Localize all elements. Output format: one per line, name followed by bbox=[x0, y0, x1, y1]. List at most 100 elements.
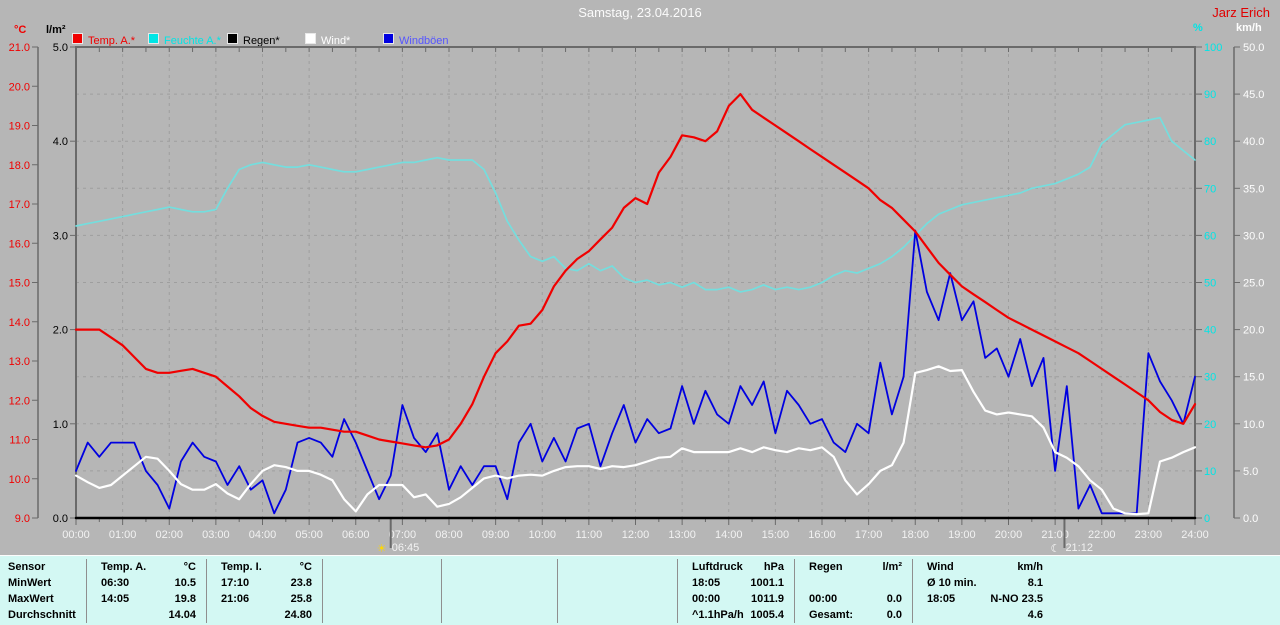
cell-time: 06:30 bbox=[101, 577, 130, 589]
column-name: Luftdruck bbox=[692, 561, 743, 573]
table-column-header: Luftdruck hPa bbox=[678, 559, 794, 575]
svg-text:20.0: 20.0 bbox=[9, 81, 30, 93]
table-column-header bbox=[558, 559, 677, 575]
series-line-temp--a- bbox=[74, 92, 1197, 449]
svg-text:10:00: 10:00 bbox=[528, 529, 556, 541]
cell-value: 10.5 bbox=[174, 577, 196, 589]
table-column-header: Temp. A. °C bbox=[87, 559, 206, 575]
cell-time: 00:00 bbox=[692, 593, 721, 605]
weather-chart-svg: 9.0 10.0 11.0 12.0 13.0 14.0 15.0 16.0 17.0 18.0 1… bbox=[9, 42, 1265, 555]
humidity-axis-tick-labels: 0 10 20 30 40 50 60 70 80 90 100 bbox=[1196, 42, 1222, 525]
rain-axis-tick-labels: 0.0 1.0 2.0 3.0 4.0 5.0 bbox=[53, 42, 76, 525]
gusts-swatch-icon bbox=[383, 33, 394, 45]
svg-text:17:00: 17:00 bbox=[855, 529, 883, 541]
legend-item-humidity: Feuchte A.* bbox=[148, 31, 221, 47]
svg-text:07:00: 07:00 bbox=[389, 529, 417, 541]
svg-text:60: 60 bbox=[1204, 230, 1216, 242]
svg-text:0: 0 bbox=[1204, 513, 1210, 525]
table-row: 4.6 bbox=[913, 607, 1053, 623]
event-marker-06-45: ☀ 06:45 bbox=[377, 518, 420, 555]
series-line-windböen bbox=[75, 229, 1196, 515]
table-column-header: Temp. I. °C bbox=[207, 559, 322, 575]
svg-text:45.0: 45.0 bbox=[1243, 89, 1264, 101]
temp-swatch-icon bbox=[72, 33, 83, 45]
table-row bbox=[558, 591, 677, 607]
table-column-header bbox=[323, 559, 441, 575]
svg-text:20.0: 20.0 bbox=[1243, 325, 1264, 337]
svg-text:4.0: 4.0 bbox=[53, 136, 68, 148]
table-column-temp--a-: Temp. A. °C 06:30 10.5 14:05 19.8 14.04 bbox=[87, 559, 207, 623]
svg-text:14.0: 14.0 bbox=[9, 317, 30, 329]
table-row bbox=[1053, 607, 1280, 623]
svg-text:0.0: 0.0 bbox=[53, 513, 68, 525]
station-name: Jarz Erich bbox=[1212, 5, 1270, 20]
svg-text:16.0: 16.0 bbox=[9, 238, 30, 250]
svg-text:00:00: 00:00 bbox=[62, 529, 90, 541]
cell-value: 0.0 bbox=[886, 609, 902, 621]
column-unit: hPa bbox=[763, 561, 784, 573]
cell-value: 23.8 bbox=[290, 577, 312, 589]
series-line-feuchte-a- bbox=[75, 116, 1196, 293]
table-row: 21:06 25.8 bbox=[207, 591, 322, 607]
svg-text:50: 50 bbox=[1204, 278, 1216, 290]
humidity-axis-unit: % bbox=[1193, 22, 1203, 34]
cell-time: 00:00 bbox=[809, 593, 838, 605]
marker-time-label: 21:12 bbox=[1065, 542, 1093, 554]
table-row bbox=[442, 607, 557, 623]
svg-text:5.0: 5.0 bbox=[53, 42, 68, 54]
table-row bbox=[442, 575, 557, 591]
svg-text:30: 30 bbox=[1204, 372, 1216, 384]
table-row-label: Sensor bbox=[8, 561, 46, 573]
svg-text:17.0: 17.0 bbox=[9, 199, 30, 211]
table-row bbox=[442, 591, 557, 607]
svg-text:2.0: 2.0 bbox=[53, 325, 68, 337]
table-column-header bbox=[442, 559, 557, 575]
svg-text:19:00: 19:00 bbox=[948, 529, 976, 541]
table-row-label-column: Sensor MinWert MaxWert Durchschnitt bbox=[0, 559, 87, 623]
table-column-header bbox=[1053, 559, 1280, 575]
table-column-luftdruck: Luftdruck hPa 18:05 1001.1 00:00 1011.9 ^1.1hP… bbox=[678, 559, 795, 623]
table-row-label: MaxWert bbox=[8, 593, 54, 605]
table-column-empty bbox=[1053, 559, 1280, 623]
table-column-empty bbox=[442, 559, 558, 623]
svg-text:19.0: 19.0 bbox=[9, 121, 30, 133]
svg-text:40.0: 40.0 bbox=[1243, 136, 1264, 148]
table-row: 24.80 bbox=[207, 607, 322, 623]
x-axis-labels: 00:00 01:00 02:00 03:00 04:00 05:00 06:00 07:00… bbox=[62, 529, 1209, 541]
legend: Temp. A.* Feuchte A.* Regen* Wind* Windböen bbox=[0, 31, 1280, 47]
wind-axis-unit: km/h bbox=[1236, 22, 1262, 34]
table-row: 00:00 0.0 bbox=[795, 591, 912, 607]
svg-text:13.0: 13.0 bbox=[9, 356, 30, 368]
cell-value: 1001.1 bbox=[750, 577, 784, 589]
legend-label: Windböen bbox=[399, 35, 449, 47]
svg-text:14:00: 14:00 bbox=[715, 529, 743, 541]
svg-text:3.0: 3.0 bbox=[53, 230, 68, 242]
svg-text:15:00: 15:00 bbox=[762, 529, 790, 541]
cell-time: Ø 10 min. bbox=[927, 577, 977, 589]
svg-text:03:00: 03:00 bbox=[202, 529, 230, 541]
cell-value: 14.04 bbox=[168, 609, 196, 621]
table-column-header: Regen l/m² bbox=[795, 559, 912, 575]
column-unit: km/h bbox=[1017, 561, 1043, 573]
svg-text:12.0: 12.0 bbox=[9, 395, 30, 407]
legend-item-gusts: Windböen bbox=[383, 31, 449, 47]
legend-label: Feuchte A.* bbox=[164, 35, 221, 47]
wind-axis-tick-labels: 0.0 5.0 10.0 15.0 20.0 25.0 30.0 35.0 40.0 45.0 50… bbox=[1234, 42, 1264, 525]
marker-time-label: 06:45 bbox=[392, 542, 420, 554]
cell-time: 17:10 bbox=[221, 577, 250, 589]
rain-swatch-icon bbox=[227, 33, 238, 45]
cell-value: 4.6 bbox=[1027, 609, 1043, 621]
cell-time: Gesamt: bbox=[809, 609, 854, 621]
table-row: Gesamt: 0.0 bbox=[795, 607, 912, 623]
svg-text:08:00: 08:00 bbox=[435, 529, 463, 541]
svg-text:11:00: 11:00 bbox=[576, 529, 603, 541]
svg-text:80: 80 bbox=[1204, 136, 1216, 148]
table-row: Ø 10 min. 8.1 bbox=[913, 575, 1053, 591]
table-row: 06:30 10.5 bbox=[87, 575, 206, 591]
svg-text:18.0: 18.0 bbox=[9, 160, 30, 172]
statistics-table: Sensor MinWert MaxWert Durchschnitt Temp. A.… bbox=[0, 555, 1280, 625]
svg-text:9.0: 9.0 bbox=[15, 513, 30, 525]
cell-value: 0.0 bbox=[886, 593, 902, 605]
table-row: 18:05 1001.1 bbox=[678, 575, 794, 591]
svg-text:09:00: 09:00 bbox=[482, 529, 510, 541]
